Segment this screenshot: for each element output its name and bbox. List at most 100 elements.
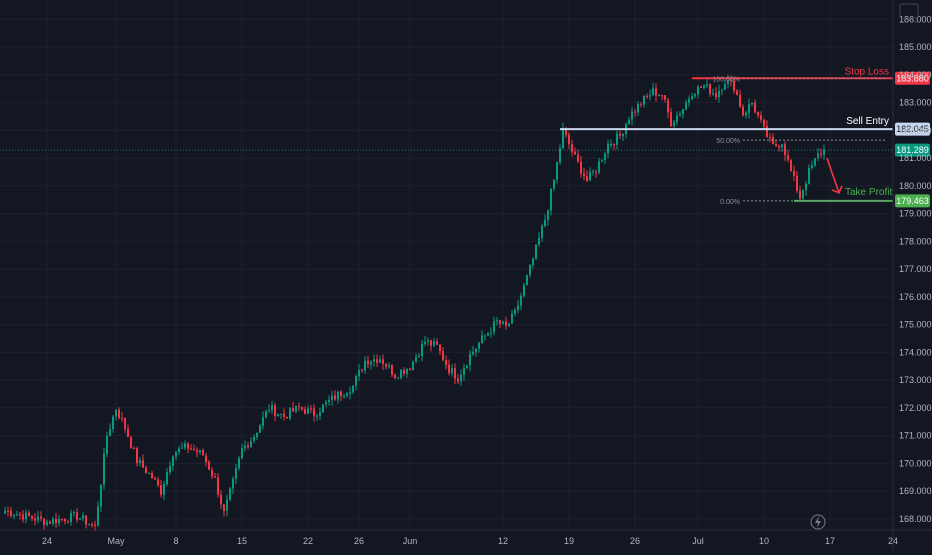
- candle-body: [757, 112, 759, 116]
- candle-body: [124, 418, 126, 429]
- candle-body: [358, 369, 360, 377]
- candle: [292, 402, 294, 412]
- candle: [715, 87, 717, 100]
- candle-body: [568, 134, 570, 145]
- candle-body: [91, 524, 93, 526]
- candle: [223, 503, 225, 517]
- candle: [379, 355, 381, 364]
- candle: [241, 443, 243, 460]
- candle-body: [451, 368, 453, 374]
- candle-body: [58, 518, 60, 524]
- candle: [574, 147, 576, 156]
- candle: [814, 158, 816, 167]
- candle-body: [550, 188, 552, 211]
- candle-body: [208, 461, 210, 470]
- candle-body: [523, 284, 525, 296]
- candle-body: [475, 348, 477, 352]
- y-tick-label: 168.000: [899, 514, 932, 524]
- candle-body: [406, 368, 408, 374]
- candle-body: [109, 429, 111, 437]
- candle-body: [544, 219, 546, 227]
- lightning-icon-ring: [810, 514, 826, 530]
- candle: [67, 519, 69, 524]
- candle: [313, 404, 315, 422]
- candle-body: [376, 359, 378, 363]
- candle-body: [781, 144, 783, 148]
- candle-body: [622, 134, 624, 136]
- candle-body: [52, 518, 54, 524]
- candle: [280, 413, 282, 419]
- candle-body: [310, 408, 312, 410]
- candle-body: [205, 455, 207, 462]
- candle-body: [760, 115, 762, 120]
- y-tick-label: 184.000: [899, 70, 932, 80]
- candle: [337, 390, 339, 404]
- candle: [664, 95, 666, 103]
- candle: [322, 404, 324, 413]
- candle: [385, 363, 387, 370]
- candle: [799, 186, 801, 202]
- candle: [49, 520, 51, 525]
- candle: [301, 406, 303, 411]
- candle-body: [307, 408, 309, 414]
- candle-body: [166, 472, 168, 485]
- candle-body: [613, 144, 615, 146]
- candle: [130, 435, 132, 449]
- y-tick-label: 174.000: [899, 347, 932, 357]
- candle: [88, 523, 90, 526]
- candle: [748, 98, 750, 119]
- candle: [133, 446, 135, 450]
- candle: [721, 88, 723, 96]
- candle: [718, 84, 720, 103]
- candle: [652, 82, 654, 96]
- candle: [631, 106, 633, 126]
- candle-body: [541, 226, 543, 238]
- candle-body: [214, 476, 216, 478]
- candle: [520, 292, 522, 311]
- candle-body: [142, 460, 144, 468]
- candle: [238, 455, 240, 471]
- candle-body: [229, 488, 231, 500]
- candle-body: [349, 392, 351, 394]
- candle: [64, 518, 66, 525]
- lightning-icon[interactable]: [810, 514, 826, 530]
- candle: [415, 353, 417, 364]
- candle: [619, 131, 621, 140]
- candle-body: [616, 133, 618, 145]
- candle-body: [493, 321, 495, 333]
- candle-body: [679, 114, 681, 116]
- candle: [658, 93, 660, 97]
- candle: [97, 501, 99, 527]
- candle-body: [331, 395, 333, 401]
- y-tick-label: 169.000: [899, 486, 932, 496]
- y-tick-label: 177.000: [899, 264, 932, 274]
- candle: [502, 320, 504, 325]
- candle: [79, 517, 81, 520]
- candle-body: [766, 126, 768, 138]
- candle: [226, 494, 228, 517]
- candle: [217, 472, 219, 498]
- candle-body: [67, 521, 69, 523]
- candle: [538, 232, 540, 247]
- candle-body: [562, 127, 564, 149]
- candle: [682, 108, 684, 119]
- candle-body: [805, 183, 807, 191]
- candle: [184, 440, 186, 451]
- candle-body: [295, 405, 297, 412]
- settings-icon[interactable]: [899, 3, 919, 19]
- candle: [160, 480, 162, 498]
- candle: [154, 476, 156, 481]
- candle: [76, 508, 78, 523]
- candle: [673, 119, 675, 128]
- candle: [739, 89, 741, 109]
- candle: [490, 327, 492, 338]
- candle: [109, 423, 111, 437]
- candle-body: [631, 111, 633, 120]
- candle-body: [199, 450, 201, 453]
- candle: [793, 165, 795, 182]
- candle: [517, 299, 519, 314]
- fib-level-label: 50.00%: [716, 138, 740, 145]
- candle: [124, 417, 126, 433]
- candle: [703, 84, 705, 90]
